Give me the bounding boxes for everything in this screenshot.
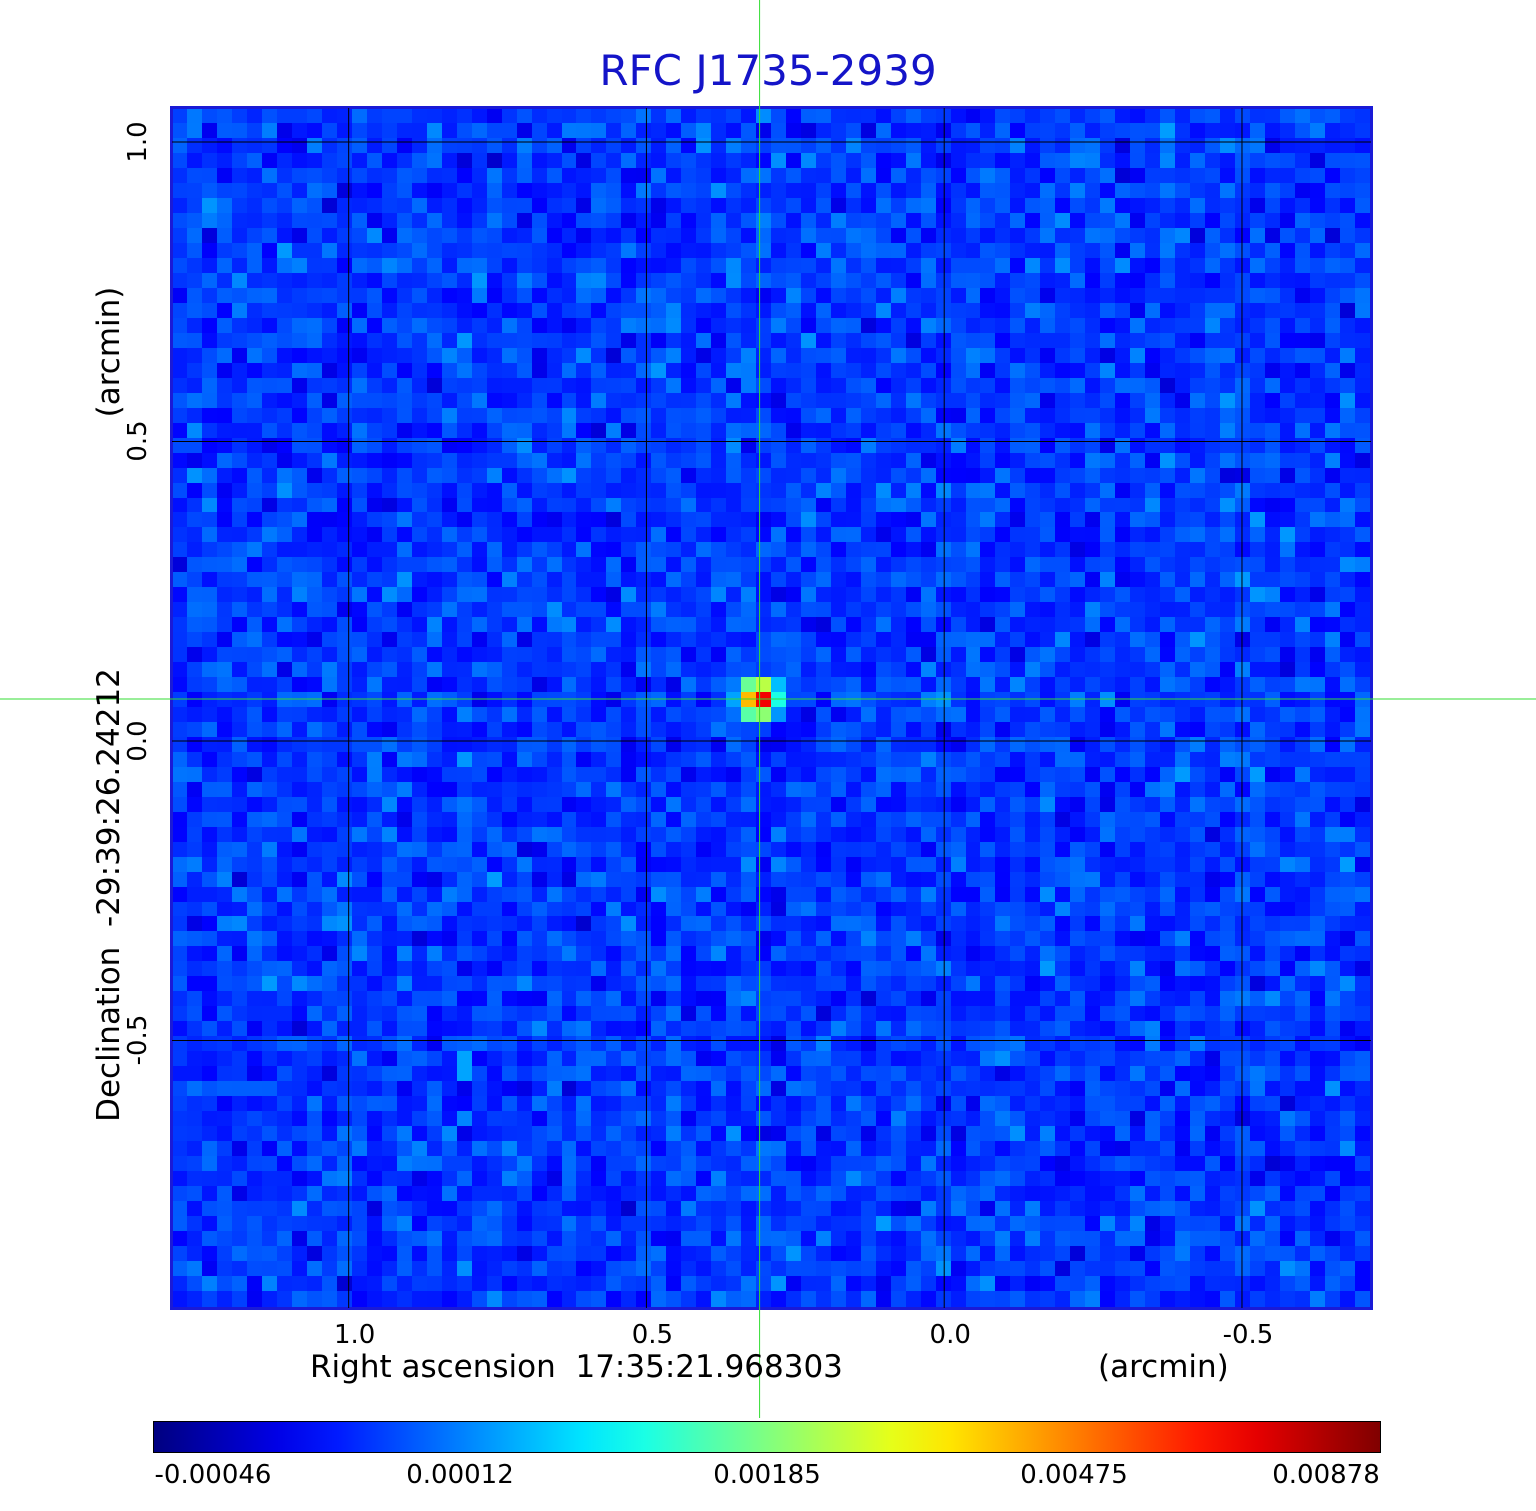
- chart-title: RFC J1735-2939: [599, 46, 937, 95]
- x-tick-label: 0.5: [631, 1320, 674, 1350]
- y-axis-unit: (arcmin): [91, 286, 127, 418]
- y-tick-label: 1.0: [123, 121, 153, 163]
- x-tick-label: 0.0: [929, 1320, 971, 1350]
- colorbar: [153, 1421, 1381, 1453]
- colorbar-tick-label: 0.00475: [1020, 1460, 1128, 1490]
- y-tick-label: 0.0: [123, 720, 153, 762]
- y-axis-label: Declination -29:39:26.24212: [91, 668, 127, 1122]
- x-axis-unit: (arcmin): [1098, 1349, 1229, 1385]
- intensity-map: [173, 109, 1370, 1307]
- x-axis-label: Right ascension 17:35:21.968303: [310, 1349, 843, 1385]
- x-tick-label: 1.0: [333, 1320, 376, 1350]
- x-tick-label: -0.5: [1222, 1320, 1274, 1350]
- y-tick-label: 0.5: [123, 420, 153, 463]
- colorbar-tick-label: 0.00012: [406, 1460, 514, 1490]
- colorbar-tick-label: 0.00185: [713, 1460, 821, 1490]
- colorbar-tick-label: 0.00878: [1272, 1460, 1380, 1490]
- colorbar-tick-label: -0.00046: [154, 1460, 272, 1490]
- y-tick-label: -0.5: [123, 1015, 153, 1066]
- image-frame: [170, 106, 1373, 1310]
